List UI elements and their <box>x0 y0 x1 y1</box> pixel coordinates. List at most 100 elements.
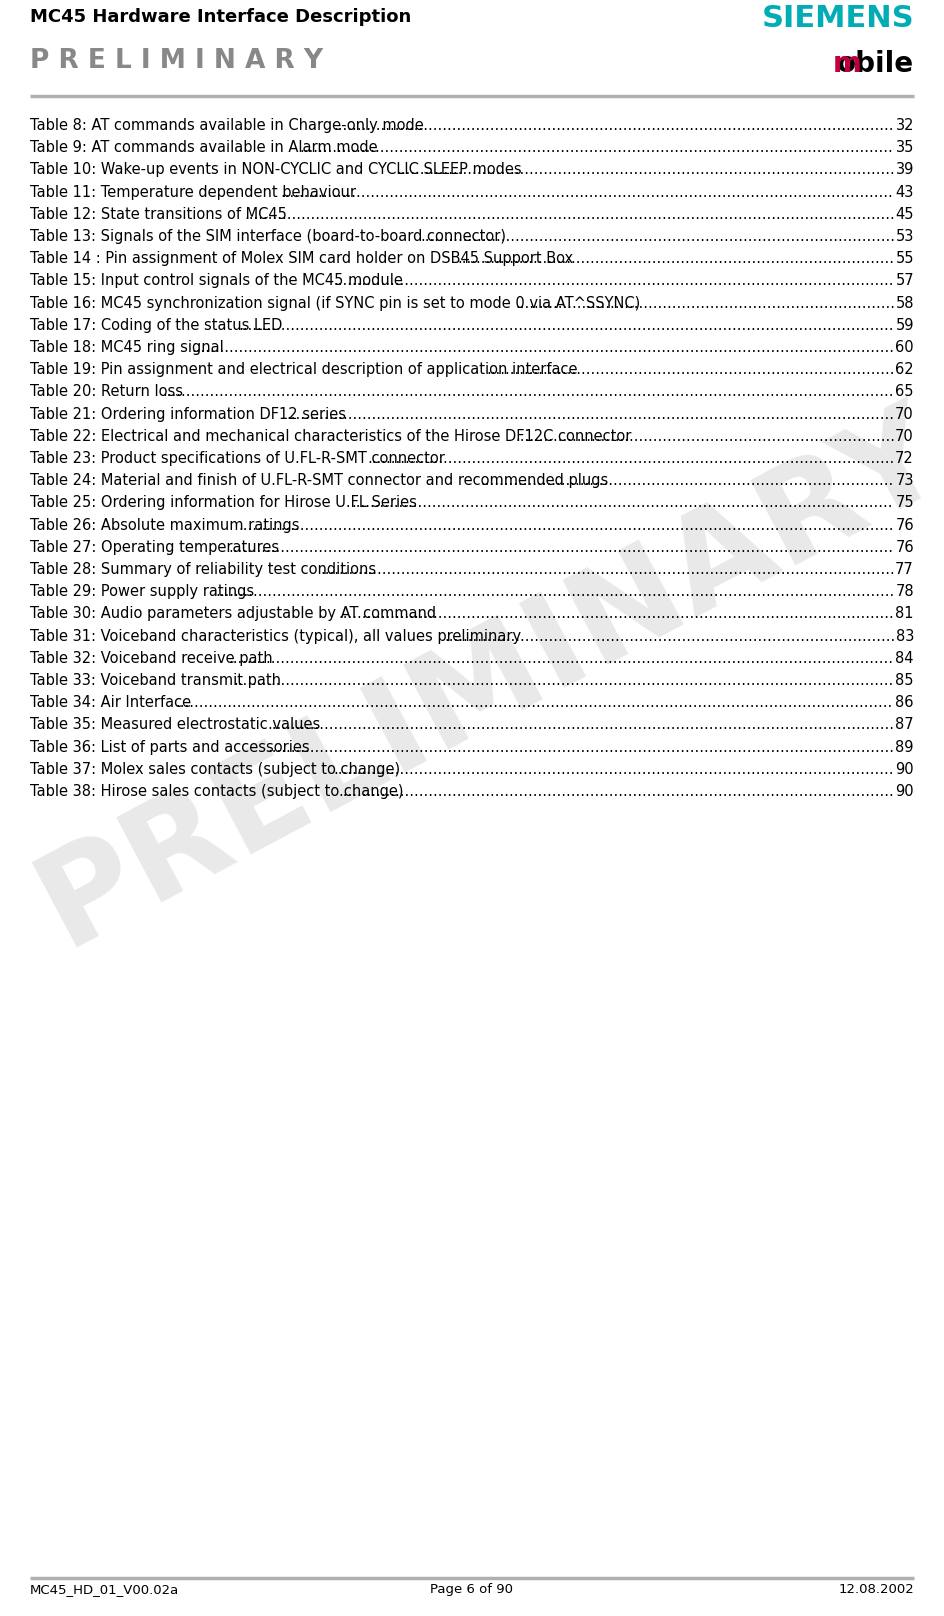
Text: 59: 59 <box>896 318 914 333</box>
Text: ................................................................................: ........................................… <box>233 672 894 688</box>
Text: ................................................................................: ........................................… <box>515 428 895 444</box>
Text: ................................................................................: ........................................… <box>176 695 893 709</box>
Text: Table 12: State transitions of MC45: Table 12: State transitions of MC45 <box>30 207 287 221</box>
Text: Page 6 of 90: Page 6 of 90 <box>430 1584 514 1597</box>
Text: 90: 90 <box>895 784 914 798</box>
Text: ................................................................................: ........................................… <box>215 585 894 600</box>
Text: ................................................................................: ........................................… <box>162 385 894 399</box>
Text: 58: 58 <box>896 296 914 310</box>
Text: 62: 62 <box>895 362 914 377</box>
Text: 87: 87 <box>895 718 914 732</box>
Text: Table 33: Voiceband transmit path: Table 33: Voiceband transmit path <box>30 672 281 688</box>
Text: 32: 32 <box>896 118 914 133</box>
Text: 35: 35 <box>896 141 914 155</box>
Text: Table 14 : Pin assignment of Molex SIM card holder on DSB45 Support Box: Table 14 : Pin assignment of Molex SIM c… <box>30 250 573 267</box>
Text: Table 27: Operating temperatures: Table 27: Operating temperatures <box>30 540 279 554</box>
Text: ................................................................................: ........................................… <box>480 473 894 488</box>
Text: 76: 76 <box>895 540 914 554</box>
Text: ................................................................................: ........................................… <box>268 718 895 732</box>
Text: Table 25: Ordering information for Hirose U.FL Series: Table 25: Ordering information for Hiros… <box>30 496 417 511</box>
Text: Table 24: Material and finish of U.FL-R-SMT connector and recommended plugs: Table 24: Material and finish of U.FL-R-… <box>30 473 608 488</box>
Text: ................................................................................: ........................................… <box>444 629 895 643</box>
Text: ................................................................................: ........................................… <box>333 118 894 133</box>
Text: 39: 39 <box>896 162 914 178</box>
Text: Table 30: Audio parameters adjustable by AT command: Table 30: Audio parameters adjustable by… <box>30 606 436 622</box>
Text: ................................................................................: ........................................… <box>239 517 894 533</box>
Text: Table 9: AT commands available in Alarm mode: Table 9: AT commands available in Alarm … <box>30 141 378 155</box>
Text: 76: 76 <box>895 517 914 533</box>
Text: 55: 55 <box>896 250 914 267</box>
Text: 75: 75 <box>895 496 914 511</box>
Text: Table 32: Voiceband receive path: Table 32: Voiceband receive path <box>30 651 273 666</box>
Text: MC45_HD_01_V00.02a: MC45_HD_01_V00.02a <box>30 1584 179 1597</box>
Text: Table 19: Pin assignment and electrical description of application interface: Table 19: Pin assignment and electrical … <box>30 362 578 377</box>
Text: ................................................................................: ........................................… <box>286 407 894 422</box>
Text: Table 8: AT commands available in Charge-only mode: Table 8: AT commands available in Charge… <box>30 118 424 133</box>
Text: ................................................................................: ........................................… <box>244 207 895 221</box>
Text: 77: 77 <box>895 562 914 577</box>
Text: 83: 83 <box>896 629 914 643</box>
Text: Table 10: Wake-up events in NON-CYCLIC and CYCLIC SLEEP modes: Table 10: Wake-up events in NON-CYCLIC a… <box>30 162 522 178</box>
Text: 81: 81 <box>896 606 914 622</box>
Text: 73: 73 <box>896 473 914 488</box>
Text: ................................................................................: ........................................… <box>320 562 895 577</box>
Text: Table 37: Molex sales contacts (subject to change): Table 37: Molex sales contacts (subject … <box>30 761 400 777</box>
Text: Table 28: Summary of reliability test conditions: Table 28: Summary of reliability test co… <box>30 562 376 577</box>
Text: P R E L I M I N A R Y: P R E L I M I N A R Y <box>30 48 323 74</box>
Text: Table 21: Ordering information DF12 series: Table 21: Ordering information DF12 seri… <box>30 407 346 422</box>
Text: Table 38: Hirose sales contacts (subject to change): Table 38: Hirose sales contacts (subject… <box>30 784 403 798</box>
Text: 12.08.2002: 12.08.2002 <box>838 1584 914 1597</box>
Text: 60: 60 <box>895 339 914 356</box>
Text: 65: 65 <box>896 385 914 399</box>
Text: m: m <box>834 50 862 78</box>
Text: Table 36: List of parts and accessories: Table 36: List of parts and accessories <box>30 740 310 755</box>
Text: 53: 53 <box>896 229 914 244</box>
Text: ................................................................................: ........................................… <box>457 250 894 267</box>
Text: 89: 89 <box>896 740 914 755</box>
Text: 84: 84 <box>896 651 914 666</box>
Text: 70: 70 <box>895 407 914 422</box>
Text: SIEMENS: SIEMENS <box>762 3 914 32</box>
Text: ................................................................................: ........................................… <box>486 362 895 377</box>
Text: Table 11: Temperature dependent behaviour: Table 11: Temperature dependent behaviou… <box>30 184 356 200</box>
Text: 85: 85 <box>896 672 914 688</box>
Text: Table 15: Input control signals of the MC45 module: Table 15: Input control signals of the M… <box>30 273 403 288</box>
Text: Table 31: Voiceband characteristics (typical), all values preliminary: Table 31: Voiceband characteristics (typ… <box>30 629 521 643</box>
Text: ................................................................................: ........................................… <box>339 784 894 798</box>
Text: ................................................................................: ........................................… <box>192 339 894 356</box>
Text: Table 18: MC45 ring signal: Table 18: MC45 ring signal <box>30 339 224 356</box>
Text: 57: 57 <box>895 273 914 288</box>
Text: Table 16: MC45 synchronization signal (if SYNC pin is set to mode 0 via AT^SSYNC: Table 16: MC45 synchronization signal (i… <box>30 296 640 310</box>
Text: ................................................................................: ........................................… <box>228 540 893 554</box>
Text: Table 23: Product specifications of U.FL-R-SMT connector: Table 23: Product specifications of U.FL… <box>30 451 445 465</box>
Text: MC45 Hardware Interface Description: MC45 Hardware Interface Description <box>30 8 412 26</box>
Text: ................................................................................: ........................................… <box>515 296 895 310</box>
Text: 70: 70 <box>895 428 914 444</box>
Text: Table 34: Air Interface: Table 34: Air Interface <box>30 695 191 709</box>
Text: ................................................................................: ........................................… <box>339 606 894 622</box>
Text: ................................................................................: ........................................… <box>299 141 893 155</box>
Text: 45: 45 <box>896 207 914 221</box>
Text: ................................................................................: ........................................… <box>333 761 894 777</box>
Text: Table 17: Coding of the status LED: Table 17: Coding of the status LED <box>30 318 282 333</box>
Text: obile: obile <box>837 50 914 78</box>
Text: ................................................................................: ........................................… <box>420 229 895 244</box>
Text: ................................................................................: ........................................… <box>396 162 896 178</box>
Text: ................................................................................: ........................................… <box>268 740 895 755</box>
Text: ................................................................................: ........................................… <box>367 451 895 465</box>
Text: Table 26: Absolute maximum ratings: Table 26: Absolute maximum ratings <box>30 517 299 533</box>
Text: ................................................................................: ........................................… <box>239 318 894 333</box>
Text: Table 29: Power supply ratings: Table 29: Power supply ratings <box>30 585 254 600</box>
Text: ................................................................................: ........................................… <box>352 496 893 511</box>
Text: Table 35: Measured electrostatic values: Table 35: Measured electrostatic values <box>30 718 320 732</box>
Text: Table 20: Return loss: Table 20: Return loss <box>30 385 183 399</box>
Text: Table 22: Electrical and mechanical characteristics of the Hirose DF12C connecto: Table 22: Electrical and mechanical char… <box>30 428 632 444</box>
Text: ................................................................................: ........................................… <box>228 651 893 666</box>
Text: 78: 78 <box>895 585 914 600</box>
Text: 86: 86 <box>896 695 914 709</box>
Text: ................................................................................: ........................................… <box>333 273 894 288</box>
Text: 90: 90 <box>895 761 914 777</box>
Text: ................................................................................: ........................................… <box>280 184 893 200</box>
Text: Table 13: Signals of the SIM interface (board-to-board connector): Table 13: Signals of the SIM interface (… <box>30 229 506 244</box>
Text: PRELIMINARY: PRELIMINARY <box>17 386 944 971</box>
